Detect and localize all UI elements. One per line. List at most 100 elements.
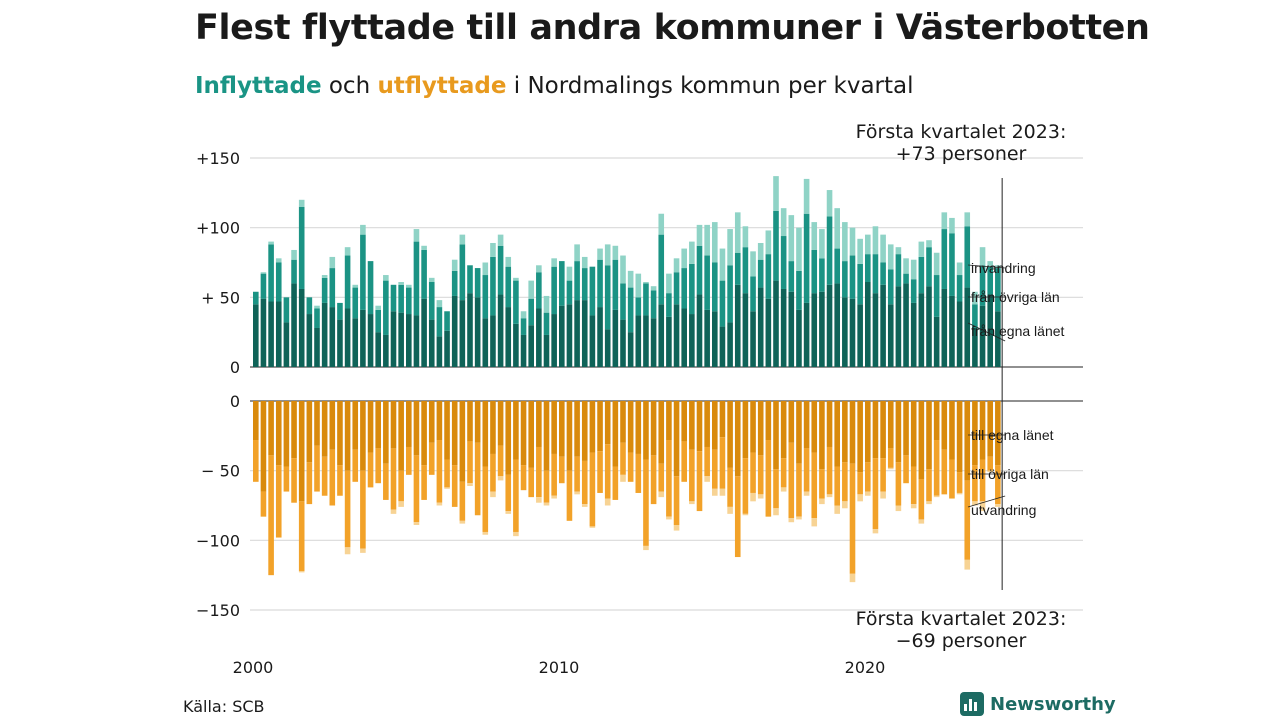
inflow-bar-foreign: [528, 280, 534, 299]
inflow-bar-local: [796, 309, 802, 367]
outflow-bar-other: [849, 463, 856, 574]
outflow-bar-other: [627, 452, 634, 482]
outflow-bar-other: [268, 455, 274, 576]
outflow-bar-other: [673, 476, 680, 526]
outflow-bar-local: [589, 401, 596, 453]
inflow-bar-foreign: [765, 230, 772, 255]
inflow-bar-local: [413, 315, 420, 367]
outflow-bar-local: [451, 401, 458, 466]
inflow-bar-other: [987, 266, 993, 295]
inflow-bar-other: [574, 261, 580, 301]
outflow-bar-other: [490, 453, 496, 492]
outflow-bar-other: [383, 463, 389, 500]
inflow-bar-foreign: [581, 256, 588, 269]
inflow-bar-foreign: [941, 212, 948, 230]
inflow-bar-foreign: [658, 213, 665, 235]
outflow-bar-foreign: [865, 491, 871, 496]
outflow-bar-foreign: [727, 506, 733, 514]
inflow-bar-local: [275, 301, 282, 367]
inflow-bar-foreign: [819, 229, 825, 259]
brand-logo[interactable]: Newsworthy: [960, 692, 1116, 716]
subtitle-rest: i Nordmalings kommun per kvartal: [513, 73, 914, 99]
inflow-bar-other: [780, 236, 787, 289]
inflow-bar-local: [742, 293, 749, 367]
outflow-bar-other: [712, 449, 718, 489]
outflow-bar-foreign: [987, 470, 993, 473]
outflow-bar-local: [344, 401, 351, 471]
inflow-bar-other: [712, 262, 718, 312]
outflow-bar-local: [757, 401, 764, 456]
inflow-bar-local: [497, 294, 504, 367]
outflow-bar-other: [459, 481, 466, 521]
inflow-bar-local: [895, 286, 902, 367]
inflow-bar-foreign: [849, 227, 856, 256]
outflow-bar-other: [727, 467, 733, 507]
outflow-bar-other: [421, 465, 427, 500]
outflow-bar-local: [528, 401, 534, 468]
outflow-bar-other: [933, 440, 940, 496]
inflow-bar-local: [689, 314, 695, 367]
bar-chart-logo-icon: [960, 692, 984, 716]
inflow-bar-local: [987, 294, 993, 367]
outflow-bar-local: [972, 401, 978, 466]
top-total-annotation-line1: Första kvartalet 2023:: [856, 121, 1067, 143]
outflow-bar-other: [329, 449, 336, 506]
inflow-bar-foreign: [291, 249, 297, 260]
outflow-bar-other: [650, 455, 657, 505]
inflow-bar-local: [712, 311, 718, 367]
inflow-bar-foreign: [689, 241, 695, 264]
inflow-bar-foreign: [627, 270, 634, 288]
outflow-bar-local: [406, 401, 412, 447]
inflow-bar-local: [306, 314, 313, 367]
outflow-bar-other: [513, 459, 519, 532]
inflow-bar-local: [490, 315, 496, 367]
inflow-bar-local: [635, 315, 642, 367]
outflow-bar-other: [689, 449, 695, 502]
inflow-bar-foreign: [551, 258, 557, 267]
outflow-bar-local: [872, 401, 879, 459]
inflow-bar-other: [490, 256, 496, 316]
outflow-bar-foreign: [972, 501, 978, 506]
inflow-bar-foreign: [796, 227, 802, 271]
inflow-bar-local: [589, 315, 596, 367]
outflow-bar-local: [780, 401, 787, 459]
outflow-bar-other: [413, 455, 420, 523]
inflow-bar-other: [658, 234, 665, 305]
outflow-bar-foreign: [773, 508, 779, 516]
inflow-bar-foreign: [543, 295, 550, 313]
inflow-bar-foreign: [421, 245, 427, 250]
outflow-bar-foreign: [719, 488, 726, 496]
inflow-bar-foreign: [298, 199, 305, 207]
inflow-bar-foreign: [926, 240, 932, 248]
outflow-bar-foreign: [390, 509, 397, 514]
outflow-bar-local: [574, 401, 580, 457]
outflow-bar-local: [887, 401, 894, 449]
outflow-bar-other: [734, 476, 741, 558]
inflow-bar-foreign: [604, 244, 611, 266]
outflow-bar-other: [620, 442, 626, 475]
outflow-bar-other: [306, 462, 313, 505]
inflow-bar-foreign: [956, 262, 963, 276]
inflow-bar-other: [566, 280, 573, 305]
inflow-bar-local: [826, 284, 833, 367]
outflow-bar-local: [620, 401, 626, 443]
inflow-bar-other: [597, 259, 603, 308]
outflow-bar-local: [360, 401, 366, 471]
bottom-y-tick-label: −100: [196, 531, 240, 550]
outflow-bar-other: [910, 466, 917, 505]
inflow-label-leader: [967, 264, 1006, 269]
outflow-bar-local: [604, 401, 611, 445]
outflow-bar-other: [643, 459, 649, 546]
outflow-bar-other: [780, 458, 787, 488]
inflow-bar-foreign: [321, 275, 328, 278]
inflow-bar-local: [949, 295, 955, 367]
inflow-bar-local: [581, 300, 588, 367]
inflow-bar-foreign: [887, 244, 894, 270]
outflow-bar-local: [895, 401, 902, 463]
outflow-bar-other: [765, 440, 772, 517]
outflow-bar-local: [375, 401, 381, 449]
inflow-bar-local: [933, 316, 940, 367]
inflow-bar-foreign: [451, 259, 458, 271]
outflow-bar-foreign: [880, 491, 886, 499]
inflow-bar-foreign: [666, 273, 672, 294]
